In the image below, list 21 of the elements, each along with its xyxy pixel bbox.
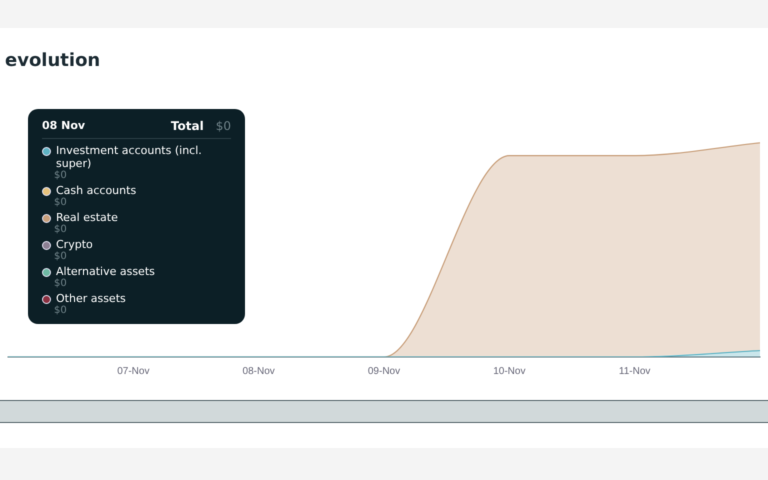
annotation: $0 xyxy=(54,224,68,235)
x-tick-label: 10-Nov xyxy=(493,366,526,377)
text: Total xyxy=(170,119,204,133)
x-tick-label: 08-Nov xyxy=(242,366,275,377)
chart-title: evolution xyxy=(5,50,100,71)
text: 08 Nov xyxy=(42,119,86,133)
legend-label: Alternative assets xyxy=(56,265,155,278)
x-tick-label: 07-Nov xyxy=(117,366,150,377)
legend-label: Other assets xyxy=(56,292,126,305)
annotation: $0 xyxy=(54,278,68,289)
annotation: $0 xyxy=(54,251,68,262)
annotation: $0 xyxy=(54,170,68,181)
annotation: $0 xyxy=(54,197,68,208)
x-tick-label: 09-Nov xyxy=(368,366,400,377)
annotation: $0 xyxy=(54,305,68,316)
legend-label: Cash accounts xyxy=(56,184,136,197)
legend-label: Real estate xyxy=(56,211,118,224)
x-tick-label: 11-Nov xyxy=(618,366,650,377)
legend-label: Crypto xyxy=(56,238,93,251)
text: $0 xyxy=(216,119,231,133)
legend-label: Investment accounts (incl. super) xyxy=(56,144,203,170)
